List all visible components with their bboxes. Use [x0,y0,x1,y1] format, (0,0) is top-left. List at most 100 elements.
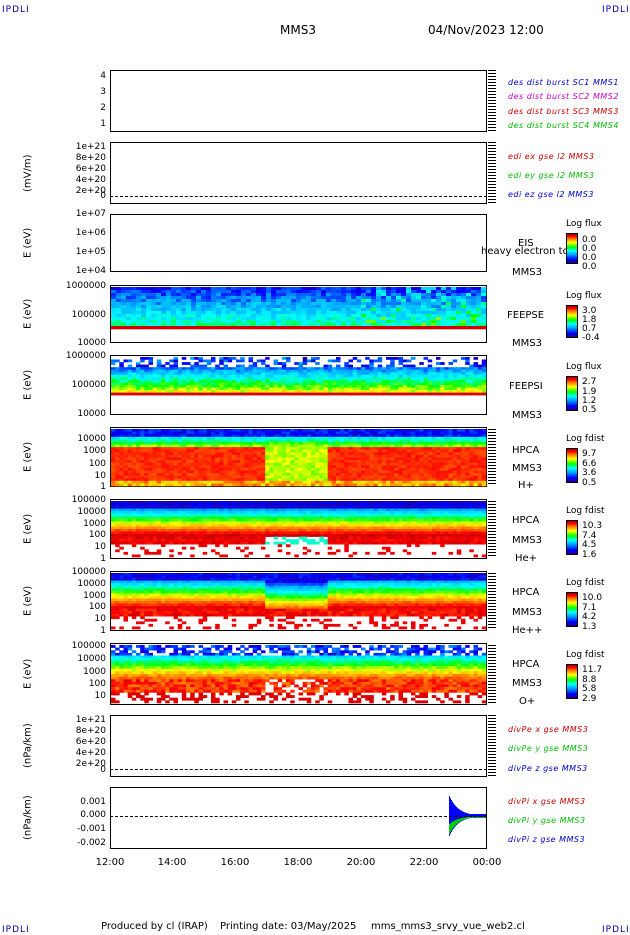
feepsi-spectrogram-cell [473,390,478,393]
hpca-hplus-spectrogram-cell [348,431,353,435]
feepsi-spectrogram-cell [206,379,212,383]
hpca-hplus-spectrogram-cell [448,449,453,453]
hpca-hplus-spectrogram-cell [219,457,224,461]
feepse-spectrogram-cell [446,311,452,315]
feepsi-spectrogram-cell [211,382,216,386]
hpca-hplus-spectrogram-cell [190,431,195,435]
hpca-hplus-spectrogram-cell [236,475,241,479]
hpca-heplus-spectrogram-cell [281,526,287,530]
feepse-spectrogram-cell [166,293,172,297]
feepsi-spectrogram-cell [348,367,353,370]
hpca-hplus-spectrogram-cell [336,467,341,471]
feepsi-spectrogram-cell [173,374,178,378]
feepsi-spectrogram-cell [440,390,445,393]
feepsi-spectrogram-cell [306,385,312,388]
feepsi-spectrogram-cell [356,385,362,388]
hpca-hplus-spectrogram-cell [223,454,228,458]
feepsi-spectrogram-cell [381,377,387,381]
feepse-spectrogram-cell [176,320,182,324]
hpca-hplus-spectrogram-cell [286,444,291,448]
hpca-heplus-spectrogram-cell [123,531,128,535]
feepsi-spectrogram-cell [211,390,216,393]
hpca-heplus-spectrogram-cell [202,529,208,532]
hpca-hplus-spectrogram-cell [415,470,420,474]
hpca-hplus-spectrogram-cell [252,467,258,471]
feepsi-spectrogram-cell [294,382,299,386]
hpca-hplus-spectrogram-cell [415,431,420,435]
feepse-spectrogram-cell [336,326,342,330]
feepse-spectrogram-cell [411,314,417,318]
feepse-spectrogram-cell [461,320,467,324]
hpca-hplus-spectrogram-cell [148,457,153,461]
feepse-spectrogram-cell [421,320,427,324]
hpca-hplus-spectrogram-cell [256,454,262,458]
feepsi-spectrogram-cell [315,387,320,391]
hpca-hplus-spectrogram-cell [477,452,483,456]
feepsi-spectrogram-cell [440,379,445,383]
feepse-spectrogram-cell [381,311,387,315]
feepsi-spectrogram-cell [261,379,266,383]
hpca-hplus-spectrogram-cell [477,431,483,435]
feepse-spectrogram-cell [266,296,272,300]
feepse-spectrogram-cell [241,302,247,306]
hpca-heplus-spectrogram-cell [290,501,295,504]
hpca-heplus-spectrogram-cell [240,523,245,527]
feepsi-spectrogram-cell [411,357,416,360]
hpca-hplus-spectrogram-cell [419,475,424,479]
hpca-heplus-spectrogram-cell [215,508,220,512]
hpca-hplus-spectrogram-cell [461,454,466,458]
hpca-heplus-spectrogram-cell [156,508,162,512]
hpca-hplus-spectrogram-cell [173,457,178,461]
hpca-heplus-spectrogram-cell [244,503,249,507]
feepse-spectrogram-cell [311,296,317,300]
hpca-hplus-spectrogram-cell [131,460,137,463]
feepsi-spectrogram-cell [286,369,291,373]
hpca-heplus-spectrogram-cell [115,529,120,532]
feepse-spectrogram-cell [121,287,127,291]
hpca-hplus-spectrogram-cell [302,467,308,471]
feepsi-spectrogram-cell [136,364,141,368]
hpca-hplus-spectrogram-cell [444,431,449,435]
feepsi-spectrogram-cell [173,362,178,365]
feepsi-spectrogram-cell [202,377,208,381]
hpca-hplus-spectrogram-cell [165,460,170,463]
feepse-spectrogram-cell [246,323,252,327]
feepse-spectrogram-cell [316,293,322,297]
feepsi-spectrogram-cell [148,372,153,376]
feepsi-spectrogram-cell [431,390,437,393]
feepsi-spectrogram-cell [327,379,333,383]
feepsi-spectrogram-cell [177,390,183,393]
hpca-hplus-spectrogram-cell [169,431,174,435]
hpca-heplus-spectrogram-cell [198,516,203,520]
hpca-hplus-spectrogram-cell [323,460,328,463]
feepsi-spectrogram-cell [256,374,262,378]
hpca-hplus-spectrogram-cell [240,434,245,438]
hpca-heplus-spectrogram-cell [144,534,149,537]
feepse-spectrogram-cell [156,326,162,330]
hpca-hplus-spectrogram-cell [144,478,149,482]
feepsi-spectrogram-cell [223,390,228,393]
hpca-hplus-spectrogram-cell [123,447,128,450]
hpca-heplus-spectrogram-cell [169,531,174,535]
hpca-heplus-spectrogram-cell [256,513,262,517]
feepse-spectrogram-cell [191,326,197,330]
hpca-heplus-spectrogram-cell [261,529,266,532]
feepse-spectrogram-cell [171,317,177,321]
feepse-spectrogram-cell [361,326,367,330]
hpca-hplus-spectrogram-cell [140,480,145,484]
hpca-hplus-spectrogram-cell [427,431,433,435]
hpca-hplus-spectrogram-cell [198,429,203,432]
feepse-spectrogram-cell [246,302,252,306]
feepse-spectrogram-cell [176,287,182,291]
feepsi-spectrogram-cell [144,390,149,393]
feepsi-spectrogram-cell [294,367,299,370]
hpca-hplus-spectrogram-cell [273,449,278,453]
hpca-heplus-spectrogram-cell [127,526,133,530]
hpca-hplus-spectrogram-cell [115,436,120,440]
feepse-spectrogram-cell [256,317,262,321]
feepse-spectrogram-cell [161,314,167,318]
hpca-heplus-spectrogram-cell [240,529,245,532]
hpca-hplus-spectrogram-cell [340,460,345,463]
feepsi-spectrogram-cell [473,362,478,365]
hpca-heplus-spectrogram-cell [294,526,299,530]
